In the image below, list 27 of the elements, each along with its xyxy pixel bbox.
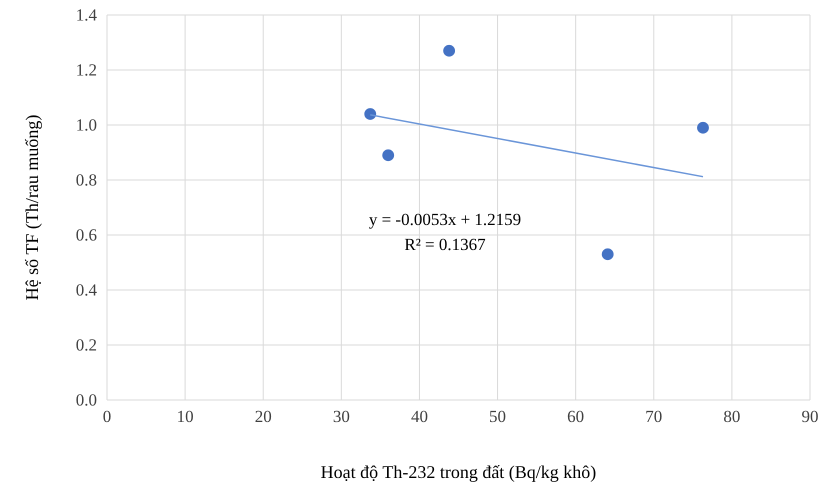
x-tick-label: 60 bbox=[567, 407, 584, 426]
point bbox=[364, 108, 376, 120]
point bbox=[382, 149, 394, 162]
x-tick-label: 0 bbox=[102, 407, 112, 426]
y-tick-label: 0.4 bbox=[76, 280, 98, 300]
x-tick-label: 80 bbox=[723, 407, 740, 426]
point bbox=[443, 44, 456, 57]
x-tick-label: 70 bbox=[645, 407, 662, 426]
x-tick-label: 40 bbox=[410, 407, 428, 426]
y-tick-label: 1.0 bbox=[76, 115, 97, 134]
annotation: y = -0.0053x + 1.2159 bbox=[368, 210, 522, 229]
x-axis-title: Hoạt độ Th-232 trong đất (Bq/kg khô) bbox=[320, 462, 596, 482]
point bbox=[697, 122, 709, 134]
y-tick-label: 0.2 bbox=[76, 335, 97, 354]
point bbox=[602, 248, 614, 260]
y-tick-label: 1.2 bbox=[76, 60, 97, 80]
annotation: R² = 0.1367 bbox=[404, 235, 486, 254]
x-tick-label: 90 bbox=[802, 407, 818, 426]
y-axis-title: Hệ số TF (Th/rau muống) bbox=[22, 114, 42, 300]
y-tick-label: 0.6 bbox=[76, 225, 97, 244]
x-tick-label: 50 bbox=[489, 407, 506, 426]
y-tick-label: 0.8 bbox=[76, 170, 97, 190]
x-tick-label: 20 bbox=[254, 407, 272, 426]
y-tick-label: 1.4 bbox=[76, 5, 98, 24]
x-tick-label: 10 bbox=[176, 407, 194, 426]
x-tick-label: 30 bbox=[332, 407, 350, 426]
y-tick-label: 0.0 bbox=[76, 390, 97, 410]
